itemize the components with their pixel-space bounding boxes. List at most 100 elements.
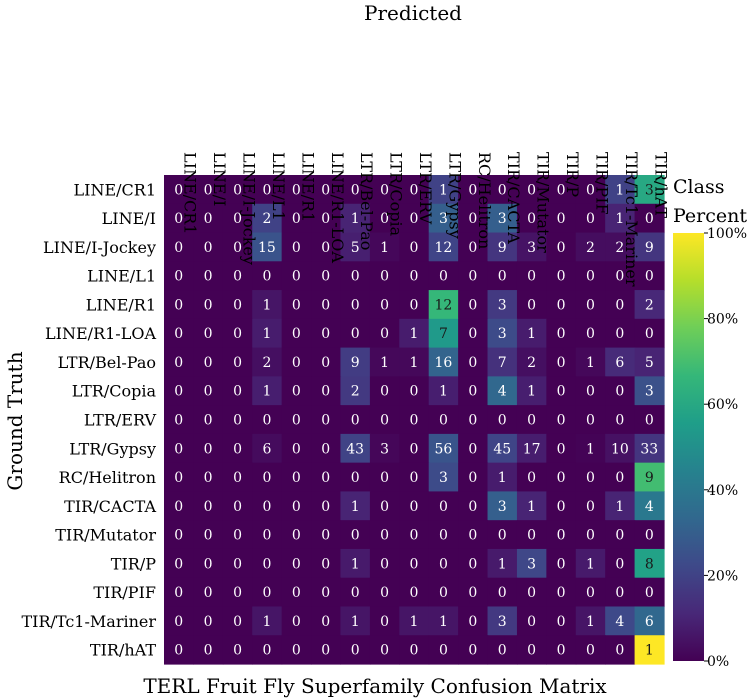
cell-value-label: 0 <box>527 528 536 544</box>
cell-value-label: 0 <box>586 470 595 486</box>
cell-value-label: 1 <box>410 355 419 371</box>
colorbar-label-line1: Class <box>673 176 724 198</box>
cell-value-label: 0 <box>527 211 536 227</box>
heatmap-cell <box>428 261 459 291</box>
heatmap-cell <box>222 635 253 665</box>
cell-value-label: 0 <box>233 499 242 515</box>
cell-value-label: 0 <box>498 182 507 198</box>
heatmap-cell <box>222 347 253 377</box>
cell-value-label: 1 <box>262 297 271 313</box>
heatmap-cell <box>193 548 224 579</box>
row-tick-label: TIR/hAT <box>90 641 156 660</box>
cell-value-label: 3 <box>498 297 507 313</box>
cell-value-label: 8 <box>645 556 654 572</box>
heatmap-cell <box>487 175 518 205</box>
cell-value-label: 6 <box>615 355 624 371</box>
cell-value-label: 0 <box>645 528 654 544</box>
column-tick-label: LINE/CR1 <box>181 152 200 234</box>
cell-value-label: 0 <box>351 182 360 198</box>
heatmap-cell <box>311 635 342 665</box>
cell-value-label: 1 <box>262 326 271 342</box>
cell-value-label: 0 <box>321 240 330 256</box>
cell-value-label: 0 <box>174 240 183 256</box>
cell-value-label: 0 <box>351 297 360 313</box>
cell-value-label: 4 <box>498 384 507 400</box>
heatmap-cell <box>222 376 253 406</box>
cell-value-label: 0 <box>586 384 595 400</box>
heatmap-cell <box>605 318 636 349</box>
heatmap-cell <box>281 548 312 579</box>
cell-value-label: 0 <box>233 326 242 342</box>
cell-value-label: 0 <box>174 269 183 285</box>
heatmap-cell <box>428 376 459 406</box>
cell-value-label: 0 <box>233 585 242 601</box>
cell-value-label: 0 <box>645 211 654 227</box>
heatmap-cell <box>369 635 400 665</box>
heatmap-cell <box>516 577 547 608</box>
heatmap-cell <box>252 232 283 262</box>
heatmap-cell <box>428 433 459 464</box>
cell-value-label: 0 <box>586 528 595 544</box>
heatmap-cell <box>193 577 224 608</box>
heatmap-cell <box>487 577 518 608</box>
cell-value-label: 1 <box>439 384 448 400</box>
cell-value-label: 0 <box>410 413 419 429</box>
cell-value-label: 0 <box>262 269 271 285</box>
heatmap-cell <box>634 548 665 579</box>
column-tick-label: LTR/Gypsy <box>445 152 464 239</box>
column-tick-label: RC/Helitron <box>475 152 494 249</box>
cell-value-label: 0 <box>174 643 183 659</box>
cell-value-label: 0 <box>204 211 213 227</box>
cell-value-label: 0 <box>498 528 507 544</box>
cell-value-label: 0 <box>615 470 624 486</box>
cell-value-label: 0 <box>174 384 183 400</box>
heatmap-cell <box>575 462 606 493</box>
heatmap-cell <box>428 175 459 205</box>
cell-value-label: 0 <box>174 413 183 429</box>
cell-value-label: 6 <box>645 614 654 630</box>
heatmap-cell <box>281 606 312 636</box>
heatmap-cell <box>252 175 283 205</box>
heatmap-cell <box>222 318 253 349</box>
cell-value-label: 0 <box>292 585 301 601</box>
heatmap-cell <box>428 520 459 550</box>
heatmap-cell <box>487 232 518 262</box>
cell-value-label: 12 <box>434 240 452 256</box>
cell-value-label: 0 <box>468 240 477 256</box>
heatmap-cell <box>605 548 636 579</box>
cell-value-label: 0 <box>292 384 301 400</box>
heatmap-cell <box>516 635 547 665</box>
cell-value-label: 0 <box>586 211 595 227</box>
cell-value-label: 0 <box>615 326 624 342</box>
cell-value-label: 1 <box>527 499 536 515</box>
cell-value-label: 0 <box>292 211 301 227</box>
heatmap-cell <box>546 318 577 349</box>
cell-value-label: 0 <box>204 269 213 285</box>
cell-value-label: 0 <box>351 269 360 285</box>
heatmap-cell <box>340 491 371 521</box>
heatmap-cell <box>193 290 224 320</box>
cell-value-label: 0 <box>557 499 566 515</box>
column-tick-label: TIR/Tc1-Mariner <box>622 152 641 287</box>
cell-value-label: 0 <box>292 326 301 342</box>
heatmap-cell <box>516 232 547 262</box>
row-tick-label: LINE/R1 <box>86 295 156 314</box>
heatmap-cell <box>164 290 195 320</box>
heatmap-cell <box>164 203 195 234</box>
cell-value-label: 0 <box>557 240 566 256</box>
heatmap-cell <box>605 175 636 205</box>
cell-value-label: 0 <box>498 269 507 285</box>
heatmap-cell <box>516 606 547 636</box>
heatmap-cell <box>487 635 518 665</box>
cell-value-label: 0 <box>292 182 301 198</box>
cell-value-label: 0 <box>439 585 448 601</box>
heatmap-cell <box>222 491 253 521</box>
cell-value-label: 4 <box>615 614 624 630</box>
cell-value-label: 0 <box>498 585 507 601</box>
cell-value-label: 2 <box>615 240 624 256</box>
cell-value-label: 0 <box>468 528 477 544</box>
heatmap-cell <box>546 606 577 636</box>
heatmap-cell <box>487 203 518 234</box>
row-tick-label: TIR/P <box>111 554 156 573</box>
